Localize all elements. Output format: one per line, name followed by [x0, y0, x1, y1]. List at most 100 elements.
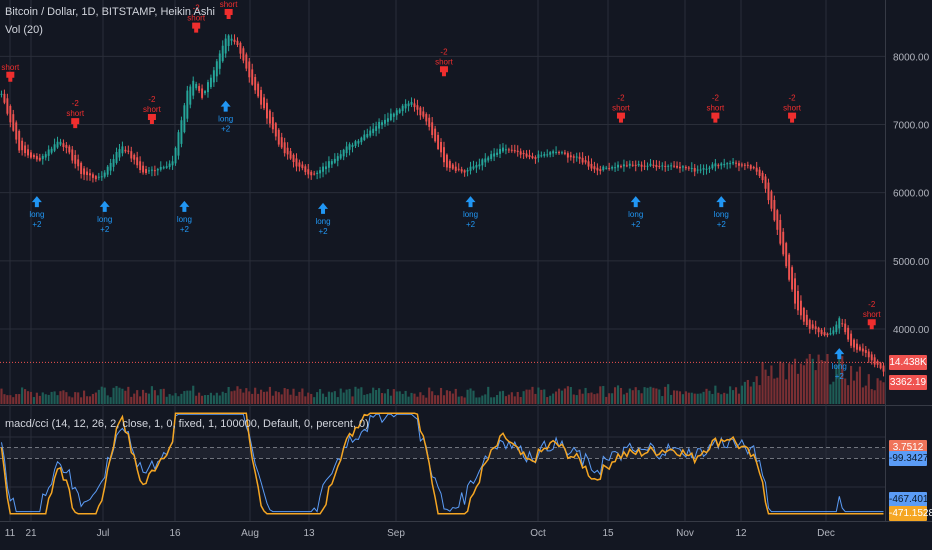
volume-bar: [590, 392, 593, 404]
volume-bar: [130, 396, 133, 404]
volume-bar: [876, 378, 879, 404]
short-signal-label: -2: [148, 95, 156, 104]
volume-bar: [826, 354, 829, 404]
short-signal-label: -2: [712, 94, 720, 103]
candle-body: [168, 163, 171, 168]
candle-body: [428, 117, 431, 127]
candle-body: [785, 243, 788, 267]
candle-body: [558, 152, 560, 154]
candle-body: [749, 165, 752, 169]
volume-bar: [873, 390, 876, 404]
candle-body: [230, 38, 233, 41]
volume-bar: [0, 388, 3, 404]
short-arrow-icon: [6, 71, 15, 82]
candle-body: [490, 154, 493, 159]
candle-body: [248, 61, 251, 78]
candle-body: [802, 307, 805, 322]
price-tick-label: 8000.00: [893, 52, 930, 63]
candle-body: [295, 158, 298, 167]
volume-bar: [268, 386, 271, 404]
candle-body: [283, 142, 286, 154]
candle-body: [434, 128, 437, 142]
volume-bar: [622, 394, 625, 404]
candle-body: [56, 141, 59, 148]
candle-body: [493, 153, 496, 157]
volume-bar: [531, 386, 534, 404]
candle-body: [658, 166, 661, 168]
volume-bar: [619, 387, 623, 404]
volume-bar: [83, 390, 86, 404]
candle-body: [404, 103, 407, 109]
candle-body: [44, 154, 47, 158]
volume-bar: [625, 392, 628, 404]
candle-body: [227, 35, 230, 47]
volume-bar: [321, 393, 325, 404]
volume-bar: [206, 394, 210, 404]
indicator-band: [0, 447, 885, 459]
candle-body: [720, 163, 723, 166]
time-tick-label: 12: [735, 528, 747, 539]
long-signal-label: long: [463, 210, 478, 219]
candle-body: [136, 157, 139, 166]
short-signal-label: -2: [789, 94, 797, 103]
candle-body: [726, 163, 729, 165]
candle-body: [304, 166, 307, 173]
candle-body: [590, 163, 593, 169]
candle-body: [12, 114, 15, 131]
volume-bar: [389, 395, 392, 404]
volume-bar: [832, 381, 835, 404]
time-tick-label: 21: [25, 528, 37, 539]
volume-bar: [375, 390, 378, 404]
volume-bar: [746, 379, 749, 404]
volume-bar: [142, 389, 145, 404]
candle-body: [882, 365, 885, 372]
volume-bar: [121, 388, 124, 404]
volume-bar: [673, 390, 676, 404]
volume-bar: [316, 392, 319, 404]
time-tick-label: 16: [169, 528, 181, 539]
volume-bar: [838, 355, 841, 404]
volume-bar: [265, 391, 269, 404]
volume-bar: [767, 375, 770, 404]
candle-body: [587, 161, 590, 167]
volume-bar: [549, 395, 552, 404]
volume-bar: [779, 361, 782, 404]
volume-bar: [466, 389, 469, 404]
volume-bar: [378, 388, 381, 404]
volume-bar: [469, 388, 472, 404]
short-signal-label: short: [706, 104, 725, 113]
short-signal-label: -2: [72, 99, 80, 108]
candle-body: [271, 117, 274, 130]
candle-body: [65, 145, 68, 148]
volume-bar: [661, 396, 664, 404]
volume-bar: [68, 396, 71, 404]
candle-body: [215, 61, 218, 77]
volume-value-tag: 14.438K: [889, 355, 927, 371]
time-tick-label: Aug: [241, 528, 259, 539]
short-signal-label: short: [863, 310, 882, 319]
candle-body: [602, 166, 605, 171]
short-signal-label: short: [143, 105, 162, 114]
candle-body: [794, 278, 796, 304]
volume-bar: [442, 395, 446, 404]
volume-bar: [248, 391, 251, 404]
volume-bar: [475, 397, 478, 404]
volume-bar: [295, 395, 298, 404]
volume-bar: [15, 394, 18, 404]
candle-body: [139, 161, 142, 171]
volume-bar: [519, 397, 522, 404]
candle-body: [575, 156, 578, 158]
volume-bar: [386, 389, 389, 404]
volume-bar: [348, 388, 351, 404]
volume-bar: [254, 387, 257, 404]
volume-bar: [233, 390, 236, 404]
volume-bar: [864, 385, 867, 404]
candle-body: [858, 346, 861, 351]
candle-body: [159, 166, 162, 170]
volume-bar: [59, 391, 62, 404]
volume-bar: [705, 388, 708, 404]
volume-bar: [62, 390, 65, 404]
candle-body: [761, 172, 764, 181]
candle-body: [3, 93, 6, 103]
